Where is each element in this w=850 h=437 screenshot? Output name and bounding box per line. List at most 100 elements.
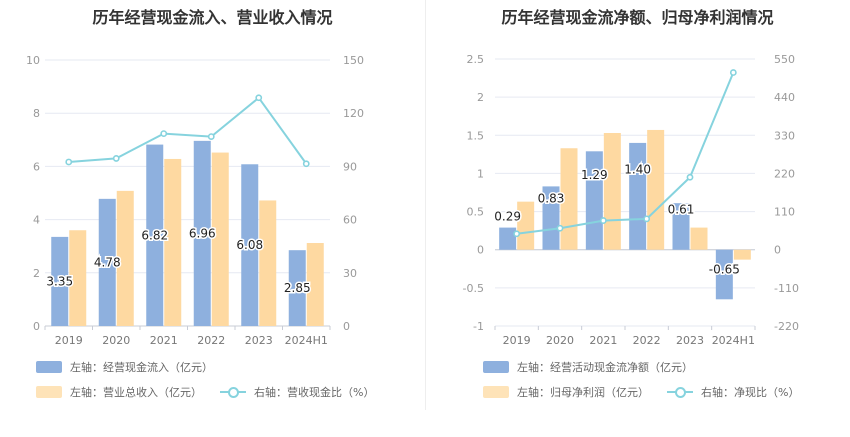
y-right-tick-label: 150	[343, 54, 364, 67]
y-right-tick-label: 90	[343, 160, 357, 173]
bar-series-1	[51, 236, 69, 326]
y-left-tick-label: -1	[473, 320, 484, 333]
chart-plot-right: 2.5 550 2 440 1.5 330 1 220 0.5 110 0 0 -0.5 -110 -1 -2…	[463, 53, 799, 347]
y-left-tick-label: 4	[33, 214, 40, 227]
legend-swatch-bar-blue	[483, 361, 509, 373]
y-left-tick-label: 10	[26, 54, 40, 67]
x-category-label: 2022	[633, 334, 661, 347]
x-category-label: 2023	[245, 334, 273, 347]
y-right-tick-label: 0	[343, 320, 350, 333]
line-point	[112, 155, 120, 162]
y-right-tick-label: -220	[774, 320, 799, 333]
x-category-label: 2019	[503, 334, 531, 347]
bar-series-2	[647, 129, 665, 250]
x-category-label: 2020	[102, 334, 130, 347]
y-right-tick-label: 330	[774, 129, 795, 142]
bar-series-2	[211, 152, 229, 326]
legend-swatch-line	[667, 386, 693, 398]
legend-item-series-1[interactable]: 左轴：经营现金流入（亿元）	[36, 359, 213, 375]
y-right-tick-label: 440	[774, 91, 795, 104]
bar-data-label: 0.61	[668, 203, 695, 217]
bar-series-2	[560, 148, 578, 250]
legend-swatch-bar-orange	[483, 386, 509, 398]
legend-item-series-3[interactable]: 右轴：净现比（%）	[667, 384, 799, 400]
y-right-tick-label: -110	[774, 282, 799, 295]
x-category-label: 2024H1	[712, 334, 755, 347]
bar-data-label: 0.29	[494, 210, 521, 224]
bar-series-1	[98, 198, 116, 326]
y-left-tick-label: 1	[477, 167, 484, 180]
y-right-tick-label: 550	[774, 53, 795, 66]
bar-series-1	[241, 164, 259, 326]
y-right-tick-label: 60	[343, 214, 357, 227]
x-category-label: 2021	[589, 334, 617, 347]
legend-swatch-bar-blue	[36, 361, 62, 373]
x-category-label: 2020	[546, 334, 574, 347]
bar-series-2	[517, 201, 535, 250]
line-point	[729, 69, 737, 76]
y-left-tick-label: 0	[33, 320, 40, 333]
legend-label: 左轴：归母净利润（亿元）	[517, 386, 649, 399]
line-point	[65, 158, 73, 166]
legend-row-2: 左轴：营业总收入（亿元） 右轴：营收现金比（%）	[36, 384, 392, 400]
panel-divider	[425, 0, 426, 410]
x-category-label: 2023	[676, 334, 704, 347]
y-left-tick-label: 2.5	[467, 53, 485, 66]
bar-series-1	[193, 140, 211, 326]
legend-label: 右轴：营收现金比（%）	[254, 386, 375, 399]
legend-row-1: 左轴：经营现金流入（亿元）	[36, 359, 231, 375]
bar-series-1	[672, 203, 690, 250]
y-left-tick-label: 0.5	[467, 206, 485, 219]
x-category-label: 2021	[150, 334, 178, 347]
bar-series-2	[259, 200, 277, 326]
y-right-tick-label: 30	[343, 267, 357, 280]
x-category-label: 2024H1	[285, 334, 328, 347]
line-point	[160, 130, 168, 137]
y-right-tick-label: 110	[774, 206, 795, 219]
line-point	[255, 94, 263, 102]
y-left-tick-label: 2	[477, 91, 484, 104]
chart-title: 历年经营现金流净额、归母净利润情况	[501, 8, 774, 27]
chart-panel-left: 历年经营现金流入、营业收入情况 10 150 8 120 6 90 4 60 2 30 0 0 2019…	[26, 8, 392, 400]
bar-data-label: 1.40	[624, 163, 651, 177]
x-category-label: 2019	[55, 334, 83, 347]
y-left-tick-label: 2	[33, 267, 40, 280]
line-point	[207, 133, 215, 141]
bar-series-1	[499, 227, 517, 250]
legend-label: 左轴：经营活动现金流净额（亿元）	[517, 361, 693, 374]
bar-series-1	[715, 249, 733, 300]
y-left-tick-label: 6	[33, 160, 40, 173]
legend-row-1: 左轴：经营活动现金流净额（亿元）	[483, 359, 711, 375]
chart-panel-right: 历年经营现金流净额、归母净利润情况 2.5 550 2 440 1.5 330 1 220 0.…	[425, 0, 850, 437]
bar-data-label: 0.83	[538, 192, 565, 206]
line-point	[599, 217, 607, 224]
chart-plot-left: 10 150 8 120 6 90 4 60 2 30 0 0 2019 2020 2021 2022 2023…	[26, 54, 364, 347]
bar-data-label: 6.82	[141, 228, 168, 242]
line-series	[68, 96, 308, 165]
legend-swatch-line	[220, 386, 246, 398]
line-point	[302, 160, 310, 168]
y-left-tick-label: -0.5	[463, 282, 484, 295]
bar-series-1	[585, 151, 603, 250]
bar-data-label: -0.65	[709, 263, 740, 277]
legend-item-series-3[interactable]: 右轴：营收现金比（%）	[220, 384, 374, 400]
y-right-tick-label: 220	[774, 167, 795, 180]
bar-series-2	[116, 190, 134, 326]
bar-data-label: 3.35	[46, 274, 73, 288]
bar-series-1	[288, 250, 306, 326]
x-category-label: 2022	[197, 334, 225, 347]
bar-series-2	[603, 132, 621, 250]
y-left-tick-label: 1.5	[467, 129, 485, 142]
legend-item-series-2[interactable]: 左轴：营业总收入（亿元）	[36, 384, 202, 400]
bar-data-label: 2.85	[284, 281, 311, 295]
bar-series-1	[542, 186, 560, 250]
y-right-tick-label: 0	[774, 244, 781, 257]
y-left-tick-label: 8	[33, 107, 40, 120]
legend-item-series-1[interactable]: 左轴：经营活动现金流净额（亿元）	[483, 359, 693, 375]
bar-series-2	[306, 243, 324, 326]
chart-title: 历年经营现金流入、营业收入情况	[92, 8, 333, 27]
legend-label: 左轴：营业总收入（亿元）	[70, 386, 202, 399]
bar-series-2	[164, 158, 182, 326]
bar-series-2	[733, 249, 751, 260]
legend-item-series-2[interactable]: 左轴：归母净利润（亿元）	[483, 384, 649, 400]
